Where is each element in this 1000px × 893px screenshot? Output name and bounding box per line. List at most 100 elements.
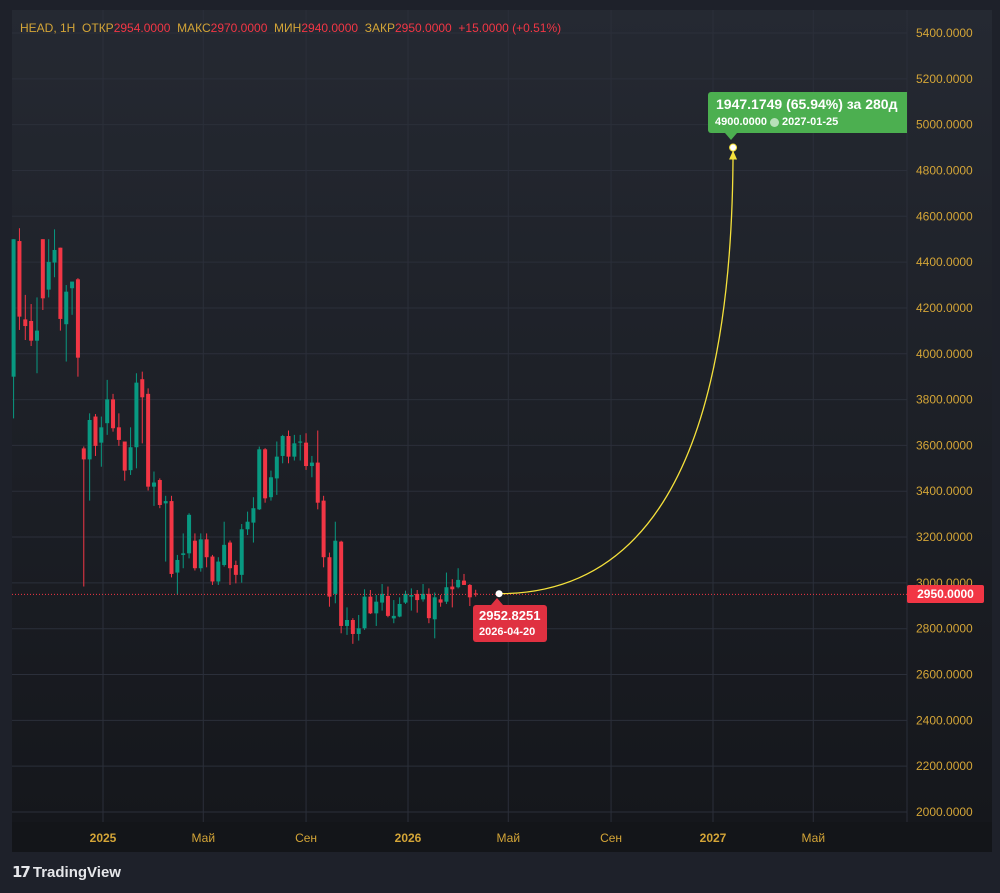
candle-body [298, 441, 303, 443]
candle-body [304, 442, 309, 467]
tradingview-logo-icon: 𝟭𝟳 [12, 864, 31, 881]
price-tick-label: 4600.0000 [916, 209, 973, 223]
candle-body [157, 480, 162, 505]
candle-body [233, 565, 238, 575]
candle-body [268, 477, 273, 498]
candle-body [75, 279, 80, 358]
open-label: ОТКР [82, 21, 114, 35]
candle [151, 471, 156, 506]
time-tick-label: Сен [295, 831, 317, 845]
candle-body [40, 239, 45, 299]
price-axis[interactable]: 5400.0000 5200.0000 5000.0000 4800.0000 4600… [916, 26, 973, 819]
candle-body [93, 416, 98, 446]
candle-body [321, 500, 326, 558]
time-axis[interactable] [12, 822, 992, 852]
candle-body [169, 501, 174, 574]
candle [34, 297, 39, 374]
candle [239, 523, 244, 583]
time-tick-label: 2025 [90, 831, 117, 845]
time-tick-label: Сен [600, 831, 622, 845]
candle-body [380, 593, 385, 603]
candle [298, 434, 303, 461]
chart-pane[interactable] [12, 10, 992, 822]
candle [380, 584, 385, 611]
candle-body [175, 559, 180, 573]
candle-body [292, 443, 297, 457]
candle-body [87, 419, 92, 460]
candle-body [456, 579, 461, 588]
projection-arrow-icon [729, 150, 738, 160]
projection-end-point[interactable] [729, 143, 738, 152]
open-value: 2954.0000 [113, 21, 171, 35]
candle [187, 513, 192, 559]
close-label: ЗАКР [364, 21, 395, 35]
candle [444, 572, 449, 604]
candle [409, 588, 414, 611]
candle-body [315, 462, 320, 503]
candle-body [368, 596, 373, 614]
candle [70, 281, 75, 315]
candle [345, 607, 349, 635]
candle-body [374, 601, 379, 614]
candle-body [29, 321, 34, 341]
candle [157, 478, 162, 509]
price-tick-label: 5200.0000 [916, 72, 973, 86]
candle-body [181, 553, 186, 555]
price-tick-label: 3600.0000 [916, 438, 973, 452]
projection-start-point[interactable] [495, 590, 503, 598]
candle [116, 413, 121, 446]
candle [181, 533, 186, 569]
candle [75, 278, 80, 377]
candle-body [111, 399, 116, 429]
candle-body [350, 619, 355, 634]
time-tick-label: 2026 [395, 831, 422, 845]
candle [391, 600, 396, 624]
candle-body [444, 587, 449, 602]
time-axis-labels: 2025 Май Сен 2026 Май Сен 2027 Май [90, 831, 825, 845]
tradingview-logo[interactable]: 𝟭𝟳 TradingView [12, 863, 121, 882]
candle [304, 433, 309, 470]
candle [52, 229, 57, 278]
target-date: 2027-01-25 [782, 116, 839, 128]
price-tick-label: 2400.0000 [916, 713, 973, 727]
candle-body [426, 593, 431, 619]
candle [228, 540, 233, 585]
last-price-tag: 2950.0000 [907, 585, 984, 603]
price-tick-label: 4800.0000 [916, 163, 973, 177]
candle-body [263, 449, 268, 499]
projection-summary: 1947.1749 (65.94%) за 280д [716, 96, 898, 112]
candle-body [151, 482, 156, 487]
candle-body [450, 586, 455, 590]
candle [29, 304, 34, 346]
candle [17, 228, 22, 330]
projection-start-tag[interactable]: 2952.8251 2026-04-20 [473, 605, 547, 642]
candle [403, 590, 408, 604]
projection-target-tag[interactable]: 1947.1749 (65.94%) за 280д 4900.0000 2027… [708, 92, 907, 133]
symbol-label[interactable]: HEAD, 1Н [20, 21, 76, 35]
candle [356, 614, 361, 641]
logo-text: TradingView [32, 863, 121, 881]
candle [438, 595, 443, 607]
candle-body [187, 514, 192, 554]
candle-body [421, 593, 426, 600]
candle [467, 584, 472, 607]
candle-body [64, 291, 69, 325]
candle-body [362, 596, 367, 629]
candle-body [116, 427, 121, 440]
candle [415, 589, 420, 613]
candle-body [163, 501, 168, 504]
candle [268, 470, 273, 501]
candle-body [146, 393, 151, 487]
candle [374, 595, 379, 626]
price-tick-label: 5400.0000 [916, 26, 973, 40]
candle [163, 495, 168, 562]
candle [233, 560, 238, 584]
candle [140, 371, 145, 444]
candle [198, 533, 203, 572]
candle-body [216, 561, 221, 582]
candle-body [58, 247, 63, 319]
candle [456, 568, 461, 589]
candle [397, 597, 402, 618]
projection-curve[interactable] [499, 147, 734, 595]
